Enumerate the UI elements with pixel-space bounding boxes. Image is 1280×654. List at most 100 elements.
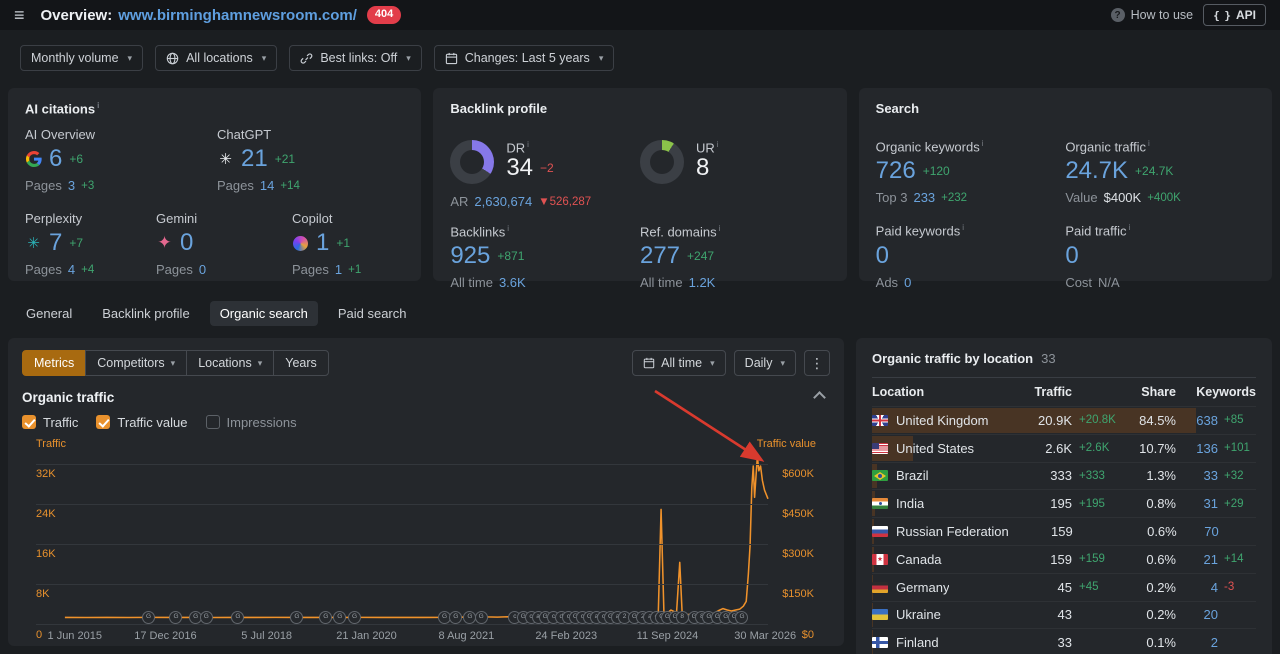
google-update-marker[interactable]: G	[231, 611, 245, 624]
more-options-button[interactable]: ⋮	[804, 350, 830, 376]
ai-item-value[interactable]: 1	[316, 229, 330, 257]
x-axis-tick: 5 Jul 2018	[241, 630, 293, 642]
ai-item-delta: +21	[274, 152, 296, 167]
tab-organic-search[interactable]: Organic search	[209, 301, 318, 326]
left-axis-title: Traffic	[36, 438, 66, 450]
keywords-value[interactable]: 70	[1204, 524, 1219, 540]
google-update-marker[interactable]: G	[438, 611, 452, 624]
paid-traffic-value[interactable]: 0	[1065, 241, 1079, 269]
keywords-value[interactable]: 31	[1203, 496, 1218, 512]
google-update-marker[interactable]: G	[474, 611, 488, 624]
ai-item-chatgpt: ChatGPT ✳ 21 +21 Pages 14 +14	[217, 127, 404, 193]
pages-value[interactable]: 4	[67, 262, 76, 278]
legend-impressions-checkbox[interactable]: Impressions	[205, 415, 297, 430]
google-update-marker[interactable]: G	[319, 611, 333, 624]
best-links-dropdown[interactable]: Best links: Off	[289, 45, 422, 71]
traffic-value: 2.6K	[1045, 440, 1072, 456]
keywords-value[interactable]: 638	[1196, 412, 1218, 428]
ai-item-delta: +7	[69, 236, 84, 251]
tab-general[interactable]: General	[26, 306, 73, 321]
share-cell: 84.5%	[1139, 412, 1176, 428]
google-update-marker[interactable]: G	[449, 611, 463, 624]
col-keywords[interactable]: Keywords	[1196, 385, 1256, 399]
table-row[interactable]: Brazil 333 +333 1.3% 33 +32	[872, 461, 1256, 490]
google-update-marker[interactable]: G	[199, 611, 213, 624]
chart-plot-area[interactable]: 1 Jun 2015 17 Dec 2016 5 Jul 2018 21 Jan 20…	[36, 454, 796, 642]
table-row[interactable]: Germany 45 +45 0.2% 4 -3	[872, 572, 1256, 601]
refdomains-value[interactable]: 277	[639, 242, 681, 270]
granularity-dropdown[interactable]: Daily	[733, 350, 796, 376]
pages-value[interactable]: 3	[67, 178, 76, 194]
keywords-value[interactable]: 2	[1210, 635, 1218, 651]
pages-delta: +14	[280, 179, 300, 192]
table-row[interactable]: Canada 159 +159 0.6% 21 +14	[872, 544, 1256, 573]
tab-backlink-profile[interactable]: Backlink profile	[102, 306, 190, 321]
table-row[interactable]: Finland 33 0.1% 2	[872, 628, 1256, 654]
how-to-use-button[interactable]: ? How to use	[1110, 8, 1193, 22]
right-axis-title: Traffic value	[756, 438, 816, 450]
site-url-link[interactable]: www.birminghamnewsroom.com/	[118, 6, 357, 24]
table-row[interactable]: India 195 +195 0.8% 31 +29	[872, 489, 1256, 517]
monthly-volume-dropdown[interactable]: Monthly volume	[20, 45, 144, 71]
ai-item-value[interactable]: 7	[49, 229, 63, 257]
col-share[interactable]: Share	[1141, 385, 1176, 399]
dr-label: DR	[506, 140, 553, 155]
tab-paid-search[interactable]: Paid search	[337, 306, 407, 321]
right-axis-tick: $450K	[782, 508, 814, 520]
google-update-marker[interactable]: G	[735, 611, 749, 624]
collapse-chevron-icon[interactable]	[813, 391, 826, 404]
keywords-value[interactable]: 136	[1196, 440, 1218, 456]
x-axis-tick: 8 Aug 2021	[438, 630, 495, 642]
traffic-line-series	[64, 455, 769, 619]
table-row[interactable]: United Kingdom 20.9K +20.8K 84.5% 638 +85	[872, 406, 1256, 434]
pages-value[interactable]: 1	[334, 262, 343, 278]
google-update-marker[interactable]: G	[169, 611, 183, 624]
keywords-value[interactable]: 33	[1203, 468, 1218, 484]
col-traffic[interactable]: Traffic	[1034, 385, 1072, 399]
google-update-marker[interactable]: G	[142, 611, 156, 624]
changes-dropdown[interactable]: Changes: Last 5 years	[433, 45, 615, 71]
tab-competitors[interactable]: Competitors	[85, 350, 188, 376]
dr-donut-chart	[450, 140, 495, 184]
menu-icon[interactable]: ≡	[14, 5, 25, 25]
top3-value[interactable]: 233	[913, 190, 936, 206]
keywords-value[interactable]: 20	[1203, 607, 1218, 623]
paid-keywords-value[interactable]: 0	[875, 241, 890, 269]
table-row[interactable]: Ukraine 43 0.2% 20	[872, 600, 1256, 629]
organic-keywords-label: Organic keywords	[876, 139, 1066, 154]
legend-traffic-checkbox[interactable]: Traffic	[22, 415, 78, 430]
ai-citations-title: AI citations	[25, 101, 404, 116]
google-update-marker[interactable]: G	[290, 611, 304, 624]
google-update-marker[interactable]: G	[348, 611, 362, 624]
google-update-marker[interactable]: G	[333, 611, 347, 624]
pages-value[interactable]: 0	[198, 262, 207, 278]
col-location[interactable]: Location	[872, 385, 925, 399]
ur-label: UR	[696, 140, 719, 155]
locations-dropdown[interactable]: All locations	[155, 45, 278, 71]
ai-item-value[interactable]: 21	[241, 145, 268, 173]
api-button[interactable]: { } API	[1203, 4, 1266, 26]
date-range-dropdown[interactable]: All time	[632, 350, 726, 376]
backlinks-value[interactable]: 925	[450, 242, 491, 270]
table-row[interactable]: United States 2.6K +2.6K 10.7% 136 +101	[872, 433, 1256, 462]
legend-traffic-value-checkbox[interactable]: Traffic value	[96, 415, 188, 430]
table-row[interactable]: Russian Federation 159 0.6% 70	[872, 517, 1256, 545]
keywords-value[interactable]: 21	[1203, 551, 1218, 567]
ai-item-value[interactable]: 6	[49, 145, 63, 173]
metrics-segmented-control: Metrics Competitors Locations Years	[22, 350, 329, 376]
backlinks-alltime-value[interactable]: 3.6K	[498, 275, 526, 291]
organic-traffic-delta: +24.7K	[1135, 164, 1174, 179]
organic-keywords-value[interactable]: 726	[875, 157, 916, 185]
tab-years[interactable]: Years	[273, 350, 329, 376]
keywords-value[interactable]: 4	[1210, 579, 1218, 595]
tab-metrics[interactable]: Metrics	[22, 350, 87, 376]
organic-traffic-value[interactable]: 24.7K	[1065, 157, 1129, 185]
refdomains-alltime-value[interactable]: 1.2K	[688, 275, 716, 291]
ai-item-value[interactable]: 0	[180, 229, 194, 257]
ai-item-name: ChatGPT	[217, 127, 272, 143]
google-update-marker[interactable]: G	[463, 611, 477, 624]
pages-value[interactable]: 14	[259, 178, 275, 194]
google-update-marker[interactable]: 8	[675, 611, 689, 624]
ads-value[interactable]: 0	[904, 274, 912, 290]
tab-locations[interactable]: Locations	[186, 350, 275, 376]
